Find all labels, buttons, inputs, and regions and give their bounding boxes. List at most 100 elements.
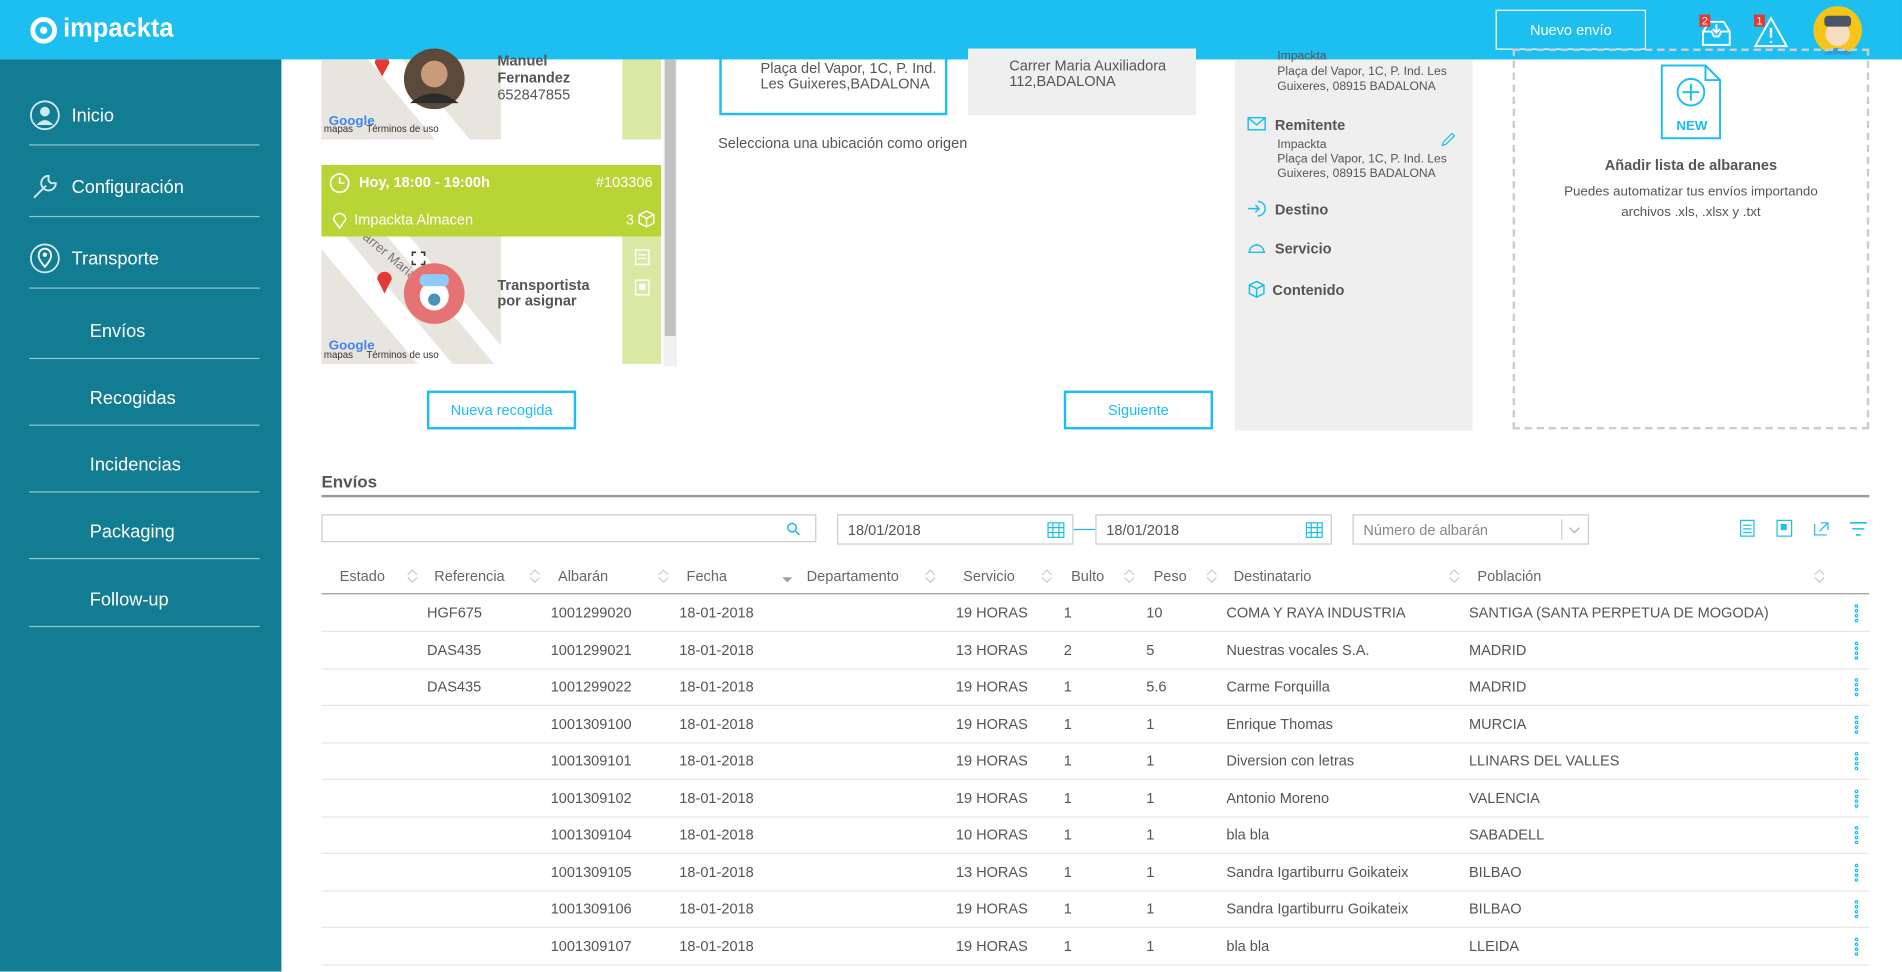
row-menu[interactable] <box>1854 789 1859 808</box>
row-menu[interactable] <box>1854 641 1859 660</box>
map-pin <box>377 271 392 294</box>
address-card-selected[interactable]: Plaça del Vapor, 1C, P. Ind. Les Guixere… <box>719 48 948 116</box>
table-cell: 1001309101 <box>550 752 632 770</box>
column-header[interactable]: Destinatario <box>1233 567 1312 585</box>
pickup-card-header[interactable]: Hoy, 18:00 - 19:00h #103306 Impackta Alm… <box>321 164 662 237</box>
row-menu[interactable] <box>1854 937 1859 956</box>
sort-icon[interactable] <box>530 569 540 584</box>
next-button[interactable]: Siguiente <box>1063 390 1213 430</box>
nav-item[interactable]: Configuración <box>71 177 184 198</box>
table-cell: bla bla <box>1226 826 1270 844</box>
table-cell: 1 <box>1146 789 1155 807</box>
sender-name: Impackta <box>1277 138 1327 152</box>
column-header[interactable]: Albarán <box>557 567 609 585</box>
column-header[interactable]: Fecha <box>686 567 728 585</box>
table-cell: 18-01-2018 <box>679 715 754 733</box>
search-icon[interactable] <box>786 522 801 537</box>
sort-icon[interactable] <box>1124 569 1135 584</box>
address-hint: Selecciona una ubicación como origen <box>718 134 968 152</box>
row-menu[interactable] <box>1854 715 1859 734</box>
table-cell: Diversion con letras <box>1226 752 1355 770</box>
expand-icon[interactable] <box>411 251 426 266</box>
table-cell: 1001309106 <box>550 900 632 918</box>
address-card[interactable]: Carrer Maria Auxiliadora 112,BADALONA <box>967 48 1197 116</box>
home-icon <box>30 100 60 131</box>
sort-icon[interactable] <box>407 569 418 584</box>
nav-item[interactable]: Transporte <box>71 248 159 270</box>
alert-badge: 1 <box>1753 14 1765 27</box>
row-menu[interactable] <box>1854 863 1859 882</box>
alert-icon[interactable] <box>1753 15 1789 49</box>
scrollbar[interactable] <box>663 59 677 367</box>
address-text: Plaça del Vapor, 1C, P. Ind. Les Guixere… <box>760 59 937 93</box>
nav-subitem[interactable]: Incidencias <box>89 454 181 476</box>
table-cell: 1 <box>1063 789 1072 807</box>
map-google: Google <box>328 338 375 353</box>
column-header[interactable]: Población <box>1477 567 1542 585</box>
column-header[interactable]: Departamento <box>806 567 899 585</box>
table-cell: 18-01-2018 <box>679 641 754 659</box>
sort-icon[interactable] <box>782 569 793 584</box>
card-actions <box>622 59 662 140</box>
table-cell: 19 HORAS <box>955 678 1028 696</box>
sort-icon[interactable] <box>925 569 936 584</box>
sort-icon[interactable] <box>1449 569 1460 584</box>
column-header[interactable]: Peso <box>1153 567 1187 585</box>
inbox-badge: 2 <box>1699 14 1711 27</box>
import-text: Puedes automatizar tus envíos importando… <box>1564 184 1818 220</box>
sort-icon[interactable] <box>1206 569 1217 584</box>
nav-item[interactable]: Inicio <box>71 105 115 127</box>
nav-subitem[interactable]: Follow-up <box>89 589 169 611</box>
date-to-text: 18/01/2018 <box>1106 521 1180 539</box>
import-dropzone[interactable]: NEW Añadir lista de albaranes Puedes aut… <box>1512 48 1870 430</box>
sort-icon[interactable] <box>658 569 669 584</box>
row-menu[interactable] <box>1854 900 1859 919</box>
location-icon <box>332 212 347 230</box>
date-to[interactable]: 18/01/2018 <box>1095 514 1332 545</box>
row-divider <box>321 778 1870 780</box>
table-cell: LLINARS DEL VALLES <box>1468 752 1620 770</box>
calendar-icon[interactable] <box>1047 522 1065 539</box>
new-pickup-button[interactable]: Nueva recogida <box>426 390 577 430</box>
pickup-id: #103306 <box>595 173 653 191</box>
column-header[interactable]: Referencia <box>434 567 505 585</box>
nav-subitem[interactable]: Envíos <box>89 321 146 343</box>
column-header[interactable]: Estado <box>339 567 385 585</box>
edit-icon[interactable] <box>1441 132 1456 147</box>
table-cell: SABADELL <box>1468 826 1545 844</box>
step-destination: Destino <box>1274 201 1329 219</box>
map-google: Google <box>328 114 375 129</box>
search-input[interactable] <box>321 514 817 543</box>
table-cell: 1 <box>1063 752 1072 770</box>
label-icon[interactable] <box>634 279 650 296</box>
sort-icon[interactable] <box>1041 569 1052 584</box>
row-menu[interactable] <box>1854 826 1859 845</box>
table-cell: COMA Y RAYA INDUSTRIA <box>1226 604 1406 622</box>
new-badge: NEW <box>1676 118 1708 134</box>
row-divider <box>321 889 1870 891</box>
calendar-icon[interactable] <box>1305 522 1323 539</box>
table-toolbar[interactable] <box>1739 519 1872 538</box>
date-from[interactable]: 18/01/2018 <box>836 514 1074 545</box>
sender-icon <box>1247 116 1266 131</box>
dropdown-arrow <box>1569 527 1580 534</box>
logo[interactable]: impackta <box>63 14 174 43</box>
nav-subitem[interactable]: Recogidas <box>89 388 176 409</box>
albaran-select[interactable]: Número de albarán <box>1352 514 1590 545</box>
column-header[interactable]: Bulto <box>1071 567 1105 585</box>
nav-subitem[interactable]: Packaging <box>89 521 175 543</box>
row-divider <box>321 852 1870 854</box>
nav-divider <box>29 625 260 628</box>
table-cell: Antonio Moreno <box>1226 789 1330 807</box>
row-menu[interactable] <box>1854 678 1859 697</box>
row-divider <box>321 815 1870 817</box>
doc-icon[interactable] <box>634 249 650 266</box>
sort-icon[interactable] <box>1814 569 1825 584</box>
column-header[interactable]: Servicio <box>963 567 1015 585</box>
row-menu[interactable] <box>1854 604 1859 623</box>
table-cell: 19 HORAS <box>955 752 1028 770</box>
table-cell: 1001309104 <box>550 826 632 844</box>
row-menu[interactable] <box>1854 752 1859 771</box>
pickup-card[interactable]: Google mapas Términos de uso Manuel Fern… <box>321 48 623 140</box>
table-cell: 1 <box>1063 900 1072 918</box>
